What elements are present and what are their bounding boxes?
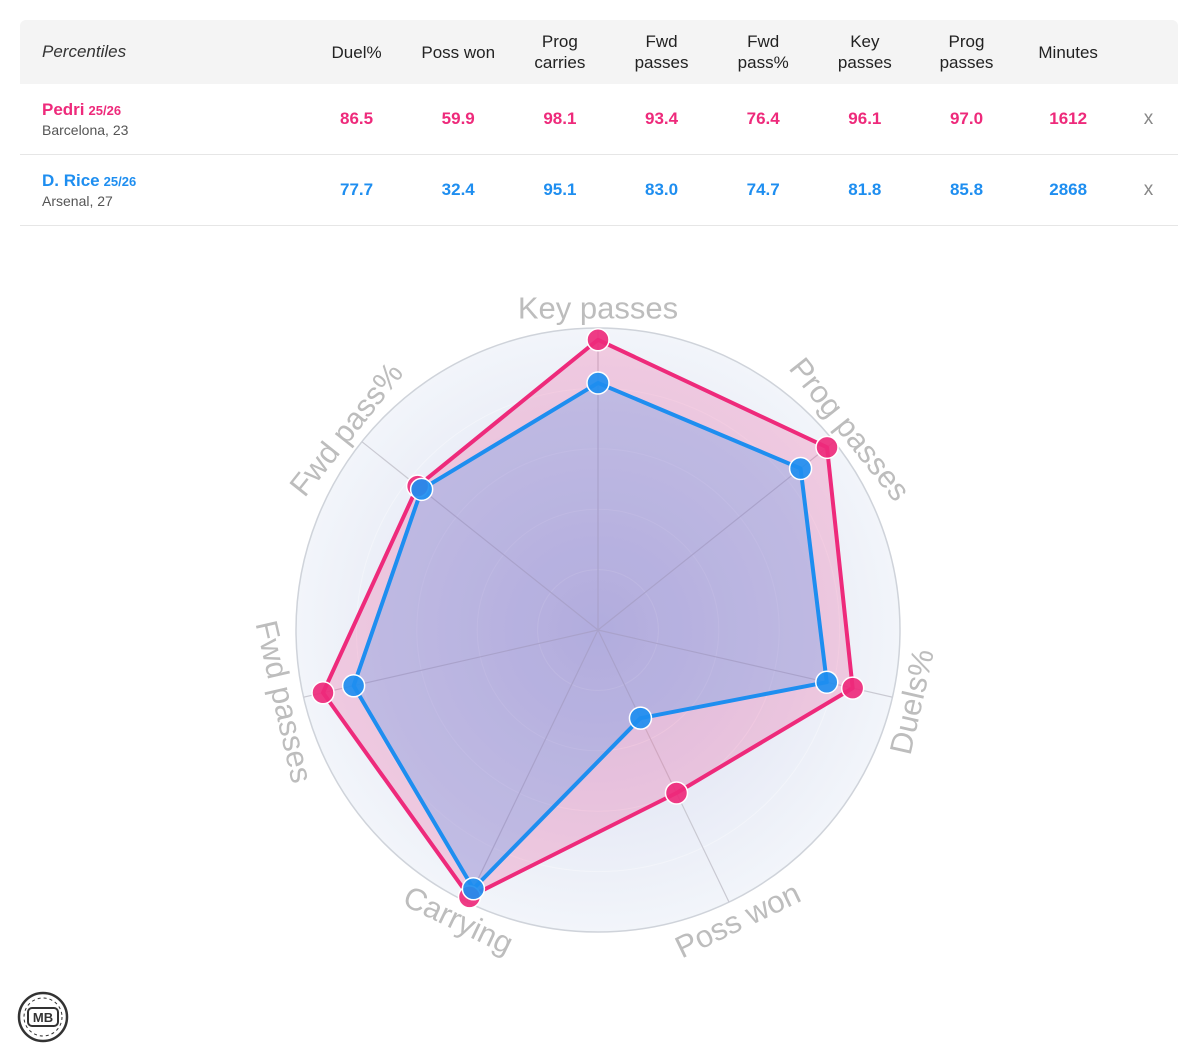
data-point-rice[interactable]	[341, 674, 366, 698]
data-point-rice[interactable]	[461, 877, 486, 901]
axis-label: Key passes	[518, 291, 678, 326]
value-cell: 98.1	[543, 109, 577, 128]
value-cell: 95.1	[543, 180, 577, 199]
player-club: Arsenal, 27	[42, 193, 113, 209]
value-cell: 77.7	[340, 180, 374, 199]
value-cell: 76.4	[746, 109, 780, 128]
col-fwd-passes[interactable]: Fwd passes	[634, 32, 689, 72]
data-point-pedri[interactable]	[815, 435, 839, 460]
col-duel[interactable]: Duel%	[331, 42, 382, 62]
remove-player-button[interactable]: x	[1143, 179, 1154, 200]
value-cell: 96.1	[848, 109, 882, 128]
value-cell: 74.7	[746, 180, 780, 199]
player-row-pedri: Pedri 25/26 Barcelona, 23 86.5 59.9 98.1 …	[20, 84, 1178, 155]
col-poss-won[interactable]: Poss won	[421, 42, 496, 62]
table-header: Percentiles Duel% Poss won Prog carries F…	[20, 20, 1178, 84]
data-point-pedri[interactable]	[586, 328, 610, 352]
logo-text: MB	[33, 1010, 53, 1025]
header-percentiles: Percentiles	[42, 42, 127, 61]
data-point-rice[interactable]	[815, 670, 839, 694]
value-cell: 97.0	[949, 109, 984, 128]
data-point-rice[interactable]	[788, 456, 813, 481]
col-key-passes[interactable]: Key passes	[837, 32, 892, 72]
col-prog-passes[interactable]: Prog passes	[939, 32, 994, 72]
value-cell: 81.8	[848, 180, 882, 199]
value-cell: 85.8	[949, 180, 984, 199]
value-cell: 83.0	[644, 180, 679, 199]
player-club: Barcelona, 23	[42, 122, 129, 138]
player-season: 25/26	[103, 174, 137, 189]
comparison-table: Percentiles Duel% Poss won Prog carries F…	[20, 20, 1178, 226]
value-cell: 2868	[1049, 180, 1088, 199]
player-name: Pedri	[42, 100, 85, 119]
col-minutes[interactable]: Minutes	[1038, 42, 1098, 62]
data-point-pedri[interactable]	[664, 781, 689, 805]
player-season: 25/26	[88, 103, 122, 118]
data-point-pedri[interactable]	[840, 676, 865, 700]
data-point-rice[interactable]	[628, 706, 653, 730]
data-point-pedri[interactable]	[311, 681, 335, 705]
data-point-rice[interactable]	[409, 477, 434, 502]
radar-spoke	[597, 629, 730, 903]
value-cell: 32.4	[441, 180, 475, 199]
player-name: D. Rice	[42, 171, 100, 190]
series-polygon-rice	[351, 380, 829, 891]
remove-player-button[interactable]: x	[1143, 108, 1154, 129]
col-fwd-pass-pct[interactable]: Fwd pass%	[737, 32, 789, 72]
mb-logo: MB	[17, 991, 69, 1043]
data-point-rice[interactable]	[586, 371, 610, 395]
series-polygon-pedri	[321, 337, 855, 899]
value-cell: 86.5	[340, 109, 374, 128]
value-cell: 59.9	[441, 109, 475, 128]
player-row-rice: D. Rice 25/26 Arsenal, 27 77.7 32.4 95.1 …	[20, 155, 1178, 226]
radar-spoke	[361, 441, 599, 631]
radar-spoke	[466, 629, 599, 903]
col-prog-carries[interactable]: Prog carries	[534, 32, 586, 72]
value-cell: 1612	[1049, 109, 1088, 128]
value-cell: 93.4	[644, 109, 679, 128]
